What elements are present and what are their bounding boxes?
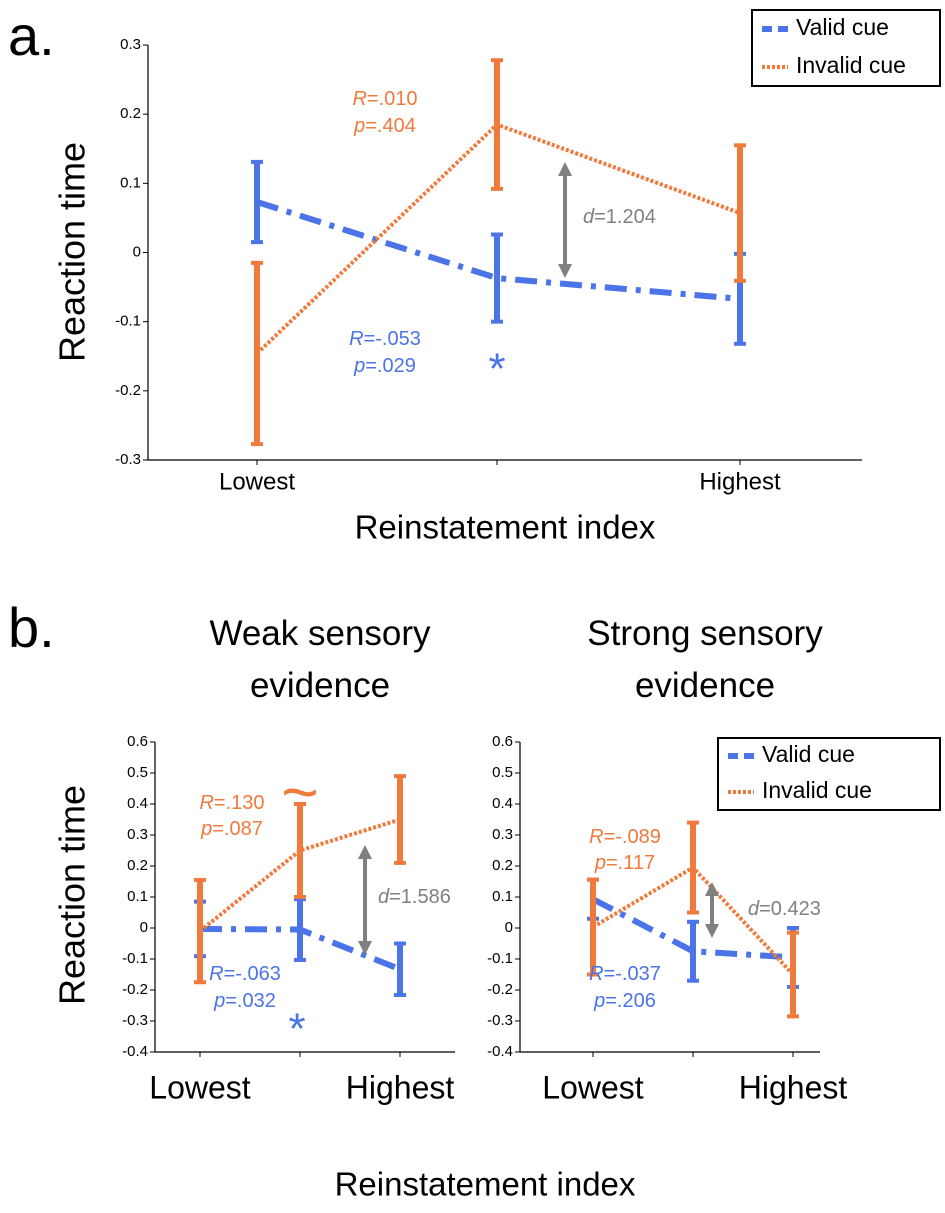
y-tick-label: -0.1 bbox=[122, 950, 148, 967]
annotation: d=1.204 bbox=[583, 206, 656, 228]
y-tick-label: 0.3 bbox=[120, 36, 141, 53]
y-tick-label: 0.5 bbox=[492, 764, 513, 781]
y-tick-label: -0.3 bbox=[487, 1012, 513, 1029]
annotation: p=.029 bbox=[353, 355, 416, 377]
y-tick-label: -0.2 bbox=[115, 382, 141, 399]
annotation: R=-.053 bbox=[349, 328, 421, 350]
y-tick-label: 0.2 bbox=[120, 105, 141, 122]
y-tick-label: 0.2 bbox=[127, 857, 148, 874]
error-bar bbox=[394, 774, 406, 865]
annotation: R=.010 bbox=[352, 88, 417, 110]
error-bar bbox=[687, 919, 699, 983]
annotation: R=-.089 bbox=[589, 826, 661, 848]
y-tick-label: -0.2 bbox=[122, 981, 148, 998]
legend-box bbox=[717, 737, 941, 811]
y-tick-label: -0.1 bbox=[115, 313, 141, 330]
panel-title: Strong sensory evidence bbox=[587, 614, 823, 705]
annotation: p=.404 bbox=[353, 115, 416, 137]
y-tick-label: 0.1 bbox=[492, 888, 513, 905]
y-tick-label: -0.4 bbox=[122, 1043, 148, 1060]
y-tick-label: 0.2 bbox=[492, 857, 513, 874]
y-tick-label: 0.4 bbox=[127, 795, 148, 812]
x-tick-label: Lowest bbox=[149, 1069, 251, 1105]
panel-label: b. bbox=[8, 596, 55, 659]
x-tick-label: Highest bbox=[739, 1069, 848, 1105]
legend-label: Invalid cue bbox=[762, 777, 872, 803]
error-bar bbox=[587, 877, 599, 977]
error-bar bbox=[194, 877, 206, 985]
arrow-head bbox=[705, 882, 719, 896]
arrow-head bbox=[358, 845, 372, 859]
error-bar bbox=[734, 143, 746, 283]
y-tick-label: 0.6 bbox=[127, 733, 148, 750]
annotation: R=.130 bbox=[199, 792, 264, 814]
y-tick-label: 0 bbox=[133, 243, 141, 260]
y-tick-label: 0.1 bbox=[127, 888, 148, 905]
legend-box bbox=[751, 9, 941, 87]
legend-label: Valid cue bbox=[762, 741, 855, 767]
series-line bbox=[256, 199, 741, 302]
panel-title: Weak sensory evidence bbox=[209, 614, 431, 705]
y-tick-label: 0 bbox=[505, 919, 513, 936]
error-bar bbox=[491, 58, 503, 191]
x-tick-label: Highest bbox=[346, 1069, 455, 1105]
legend-label: Valid cue bbox=[796, 14, 889, 40]
annotation: d=0.423 bbox=[748, 898, 821, 920]
x-tick-label: Lowest bbox=[542, 1069, 644, 1105]
x-axis-label: Reinstatement index bbox=[335, 1166, 636, 1203]
error-bar bbox=[294, 802, 306, 899]
annotation: R=-.063 bbox=[209, 963, 281, 985]
annotation: p=.087 bbox=[200, 818, 263, 840]
arrow-head bbox=[558, 264, 572, 278]
y-tick-label: -0.2 bbox=[487, 981, 513, 998]
annotation: p=.206 bbox=[593, 990, 656, 1012]
y-tick-label: -0.1 bbox=[487, 950, 513, 967]
error-bar bbox=[394, 941, 406, 997]
arrow-head bbox=[558, 162, 572, 176]
x-tick-label: Highest bbox=[699, 468, 781, 495]
y-tick-label: -0.3 bbox=[115, 451, 141, 468]
y-tick-label: 0.1 bbox=[120, 174, 141, 191]
annotation: ~ bbox=[281, 756, 318, 828]
y-axis-label: Reaction time bbox=[52, 785, 93, 1005]
arrow-head bbox=[705, 924, 719, 938]
error-bar bbox=[251, 159, 263, 245]
y-tick-label: 0.4 bbox=[492, 795, 513, 812]
panel-label: a. bbox=[8, 4, 55, 67]
y-tick-label: 0 bbox=[140, 919, 148, 936]
error-bar bbox=[251, 260, 263, 447]
series-line bbox=[198, 817, 401, 933]
x-tick-label: Lowest bbox=[219, 468, 295, 495]
annotation: R=-.037 bbox=[589, 963, 661, 985]
annotation: * bbox=[488, 345, 505, 394]
error-bar bbox=[787, 930, 799, 1019]
error-bar bbox=[294, 897, 306, 962]
y-tick-label: 0.3 bbox=[127, 826, 148, 843]
annotation: p=.117 bbox=[594, 852, 655, 874]
y-tick-label: 0.6 bbox=[492, 733, 513, 750]
error-bar bbox=[491, 232, 503, 324]
y-tick-label: -0.4 bbox=[487, 1043, 513, 1060]
x-axis-label: Reinstatement index bbox=[355, 509, 656, 546]
arrow-head bbox=[358, 941, 372, 955]
error-bar bbox=[687, 820, 699, 915]
legend-label: Invalid cue bbox=[796, 52, 906, 78]
y-tick-label: -0.3 bbox=[122, 1012, 148, 1029]
annotation: d=1.586 bbox=[378, 886, 451, 908]
annotation: p=.032 bbox=[213, 990, 276, 1012]
y-axis-label: Reaction time bbox=[52, 142, 93, 362]
y-tick-label: 0.5 bbox=[127, 764, 148, 781]
y-tick-label: 0.3 bbox=[492, 826, 513, 843]
annotation: * bbox=[288, 1005, 305, 1054]
